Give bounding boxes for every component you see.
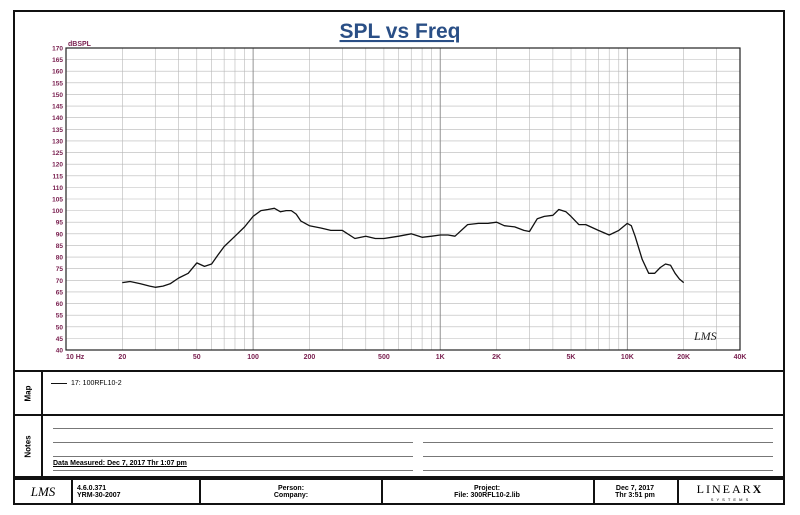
y-tick-label: 80 bbox=[56, 255, 64, 262]
footer-version-cell: 4.6.0.371 YRM-30-2007 bbox=[71, 480, 201, 503]
y-tick-label: 160 bbox=[52, 69, 63, 76]
date-measured: Data Measured: Dec 7, 2017 Thr 1:07 pm bbox=[53, 460, 187, 467]
y-tick-label: 90 bbox=[56, 231, 64, 238]
chart: SPL vs Freq dBSPL 40 45 50 55 60 65 70 75 80 85 90… bbox=[52, 20, 747, 361]
notes-panel: Notes Data Measured: Dec 7, 2017 Thr 1:0… bbox=[13, 414, 785, 478]
date-code: YRM-30-2007 bbox=[77, 491, 121, 499]
y-tick-label: 150 bbox=[52, 92, 63, 99]
y-tick-label: 105 bbox=[52, 197, 63, 204]
legend-entry-label: 17: 100RFL10-2 bbox=[71, 380, 122, 387]
y-tick-label: 60 bbox=[56, 301, 64, 308]
y-tick-label: 85 bbox=[56, 243, 64, 250]
person-label: Person: bbox=[277, 484, 305, 492]
notes-rule bbox=[53, 456, 413, 457]
legend-panel: Map 17: 100RFL10-2 bbox=[13, 370, 785, 416]
y-tick-label: 110 bbox=[53, 185, 64, 192]
legend-line-swatch bbox=[51, 383, 67, 384]
project-label: Project: bbox=[473, 484, 501, 492]
watermark-lms: LMS bbox=[693, 329, 717, 343]
footer-time: Thr 3:51 pm bbox=[615, 491, 655, 499]
footer-date-cell: Dec 7, 2017 Thr 3:51 pm bbox=[593, 480, 679, 503]
footer-project-cell: Project: File: 300RFL10-2.lib bbox=[381, 480, 595, 503]
y-tick-label: 75 bbox=[56, 266, 64, 273]
footer-brand-cell: LINEARX S Y S T E M S bbox=[677, 480, 783, 503]
footer-date: Dec 7, 2017 bbox=[615, 484, 655, 492]
series-line bbox=[122, 207, 685, 288]
footer-person-cell: Person: Company: bbox=[201, 480, 383, 503]
y-tick-label: 165 bbox=[52, 57, 63, 64]
y-tick-label: 170 bbox=[52, 46, 63, 53]
y-tick-label: 120 bbox=[52, 162, 63, 169]
x-tick-label: 500 bbox=[378, 354, 390, 361]
x-tick-label: 50 bbox=[193, 354, 201, 361]
legend-entry: 17: 100RFL10-2 bbox=[51, 380, 122, 387]
y-tick-label: 45 bbox=[56, 336, 64, 343]
y-tick-label: 100 bbox=[52, 208, 63, 215]
y-tick-label: 95 bbox=[56, 220, 64, 227]
notes-rule bbox=[423, 442, 773, 443]
notes-rule bbox=[53, 442, 413, 443]
x-tick-label: 1K bbox=[436, 354, 445, 361]
linearx-sub: S Y S T E M S bbox=[710, 496, 750, 502]
footer-logo-cell: LMS bbox=[15, 480, 73, 503]
y-tick-label: 125 bbox=[52, 150, 63, 157]
y-axis-label: dBSPL bbox=[68, 41, 92, 48]
y-tick-label: 50 bbox=[56, 324, 64, 331]
y-tick-label: 70 bbox=[56, 278, 64, 285]
y-tick-label: 40 bbox=[56, 348, 64, 355]
company-label: Company: bbox=[273, 491, 309, 499]
file-label: File: 300RFL10-2.lib bbox=[454, 491, 520, 499]
y-tick-label: 135 bbox=[52, 127, 63, 134]
x-tick-label: 2K bbox=[492, 354, 501, 361]
x-tick-label: 40K bbox=[734, 354, 747, 361]
x-tick-label: 200 bbox=[304, 354, 316, 361]
x-tick-label: 10K bbox=[621, 354, 634, 361]
y-tick-label: 140 bbox=[52, 115, 63, 122]
version: 4.6.0.371 bbox=[77, 484, 107, 492]
footer: LMS 4.6.0.371 YRM-30-2007 Person: Compan… bbox=[13, 478, 785, 505]
y-tick-label: 145 bbox=[52, 104, 63, 111]
map-tab: Map bbox=[15, 372, 43, 414]
chart-title: SPL vs Freq bbox=[340, 20, 461, 43]
notes-tab: Notes bbox=[15, 416, 43, 476]
notes-rule bbox=[53, 428, 773, 429]
x-tick-label: 20 bbox=[118, 354, 126, 361]
x-tick-label: 20K bbox=[677, 354, 690, 361]
x-tick-label: 10 Hz bbox=[66, 354, 85, 361]
x-tick-label: 100 bbox=[247, 354, 259, 361]
x-tick-label: 5K bbox=[567, 354, 576, 361]
linearx-logo: LINEARX bbox=[696, 481, 764, 496]
notes-rule bbox=[53, 470, 413, 471]
lms-logo: LMS bbox=[30, 483, 56, 499]
y-tick-label: 130 bbox=[52, 138, 63, 145]
y-tick-label: 115 bbox=[53, 173, 64, 180]
y-tick-label: 155 bbox=[52, 80, 63, 87]
notes-rule bbox=[423, 456, 773, 457]
y-tick-label: 65 bbox=[56, 289, 64, 296]
notes-rule bbox=[423, 470, 773, 471]
y-tick-label: 55 bbox=[56, 313, 64, 320]
